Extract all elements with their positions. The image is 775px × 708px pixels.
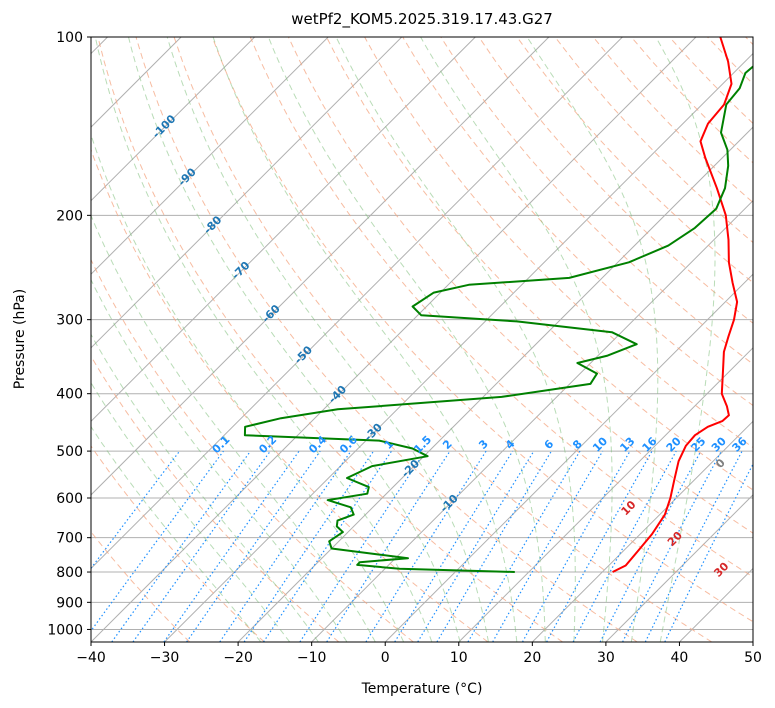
moist-adiabat-line	[128, 37, 461, 642]
dry-adiabat-line	[326, 37, 753, 491]
temperature-profile-line	[612, 37, 739, 573]
mixing-ratio-line	[546, 450, 653, 642]
moist-adiabat-line	[91, 214, 376, 642]
x-tick-label: 30	[597, 650, 615, 666]
dry-adiabat-line	[211, 37, 753, 623]
isotherm-line	[91, 37, 403, 349]
isotherm-line	[752, 641, 753, 642]
mixing-ratio-line	[111, 450, 251, 642]
y-tick-label: 500	[56, 444, 83, 460]
dry-adiabat-line	[287, 37, 753, 534]
y-tick-label: 800	[56, 565, 83, 581]
isotherm-line	[164, 52, 753, 642]
mixing-ratio-line	[186, 450, 321, 642]
isotherm-line	[91, 37, 550, 496]
isotherm-line	[91, 37, 476, 423]
reference-lines	[91, 37, 753, 642]
x-axis-label: Temperature (°C)	[361, 681, 483, 697]
mixing-ratio-line	[243, 450, 375, 642]
x-tick-label: 0	[381, 650, 390, 666]
moist-adiabat-line	[91, 381, 291, 642]
y-tick-label: 600	[56, 491, 83, 507]
moist-adiabat-line	[267, 37, 546, 642]
moist-adiabat-line	[94, 37, 433, 642]
moist-adiabat-line	[655, 37, 716, 642]
y-tick-label: 200	[56, 208, 83, 224]
dry-adiabat-line	[91, 355, 340, 642]
mixing-ratio-line	[572, 450, 677, 642]
dry-adiabat-line	[249, 37, 753, 578]
isotherm-line	[531, 420, 753, 642]
isotherm-line	[91, 37, 329, 275]
isotherm-line	[91, 37, 697, 642]
mixing-ratio-line	[299, 450, 426, 642]
sounding-profiles	[243, 37, 753, 573]
isotherm-line	[384, 273, 753, 642]
dry-adiabat-line	[173, 37, 713, 642]
y-axis-label: Pressure (hPa)	[12, 289, 28, 389]
x-tick-label: 50	[744, 650, 762, 666]
mixing-ratio-line	[262, 450, 392, 642]
isotherm-line	[91, 37, 623, 570]
y-axis: 100 200 300 400 500 600 700 800 900 1000	[47, 30, 91, 638]
mixing-ratio-line	[664, 462, 753, 642]
moist-adiabat-line	[212, 37, 518, 642]
chart-title: wetPf2_KOM5.2025.319.17.43.G27	[291, 10, 553, 29]
y-tick-label: 400	[56, 387, 83, 403]
x-tick-label: −30	[150, 650, 180, 666]
isotherm-line	[91, 37, 256, 202]
mixing-ratio-line	[394, 450, 514, 642]
isotherm-line	[237, 126, 753, 642]
moist-adiabat-line	[91, 278, 348, 642]
y-tick-label: 100	[56, 30, 83, 46]
moist-adiabat-line	[91, 425, 262, 642]
x-axis: −40 −30 −20 −10 0 10 20 30 40 50	[76, 642, 762, 666]
y-tick-label: 300	[56, 313, 83, 329]
moist-adiabat-line	[91, 333, 319, 642]
y-tick-label: 900	[56, 595, 83, 611]
moist-adiabat-line	[335, 37, 576, 642]
isotherm-line	[605, 494, 753, 642]
dewpoint-profile-line	[243, 65, 753, 573]
x-tick-label: −20	[223, 650, 253, 666]
mixing-ratio-line	[417, 450, 535, 642]
mixing-ratio-line	[521, 450, 631, 642]
moist-adiabat-line	[91, 133, 405, 642]
mixing-ratio-line	[91, 450, 181, 570]
dry-adiabat-line	[91, 258, 414, 642]
dry-adiabat-line	[91, 445, 265, 642]
dry-adiabat-line	[97, 37, 563, 642]
x-tick-label: −40	[76, 650, 106, 666]
mixing-ratio-line	[219, 450, 352, 642]
moist-adiabat-line	[420, 37, 613, 642]
x-tick-label: −10	[297, 650, 327, 666]
moist-adiabat-line	[526, 37, 659, 642]
x-tick-label: 20	[523, 650, 541, 666]
mixing-ratio-line	[326, 450, 451, 642]
moist-adiabat-line	[166, 37, 489, 642]
isotherm-line	[458, 347, 753, 642]
y-tick-label: 700	[56, 531, 83, 547]
x-tick-label: 40	[671, 650, 689, 666]
mixing-ratio-line	[132, 450, 271, 642]
y-tick-label: 1000	[47, 622, 83, 638]
plot-frame	[90, 36, 754, 643]
plot-area	[91, 37, 753, 642]
mixing-ratio-line	[644, 450, 743, 642]
mixing-ratio-line	[91, 450, 224, 632]
mixing-ratio-line	[163, 450, 300, 642]
dry-adiabat-label: 40	[758, 590, 775, 610]
x-tick-label: 10	[450, 650, 468, 666]
